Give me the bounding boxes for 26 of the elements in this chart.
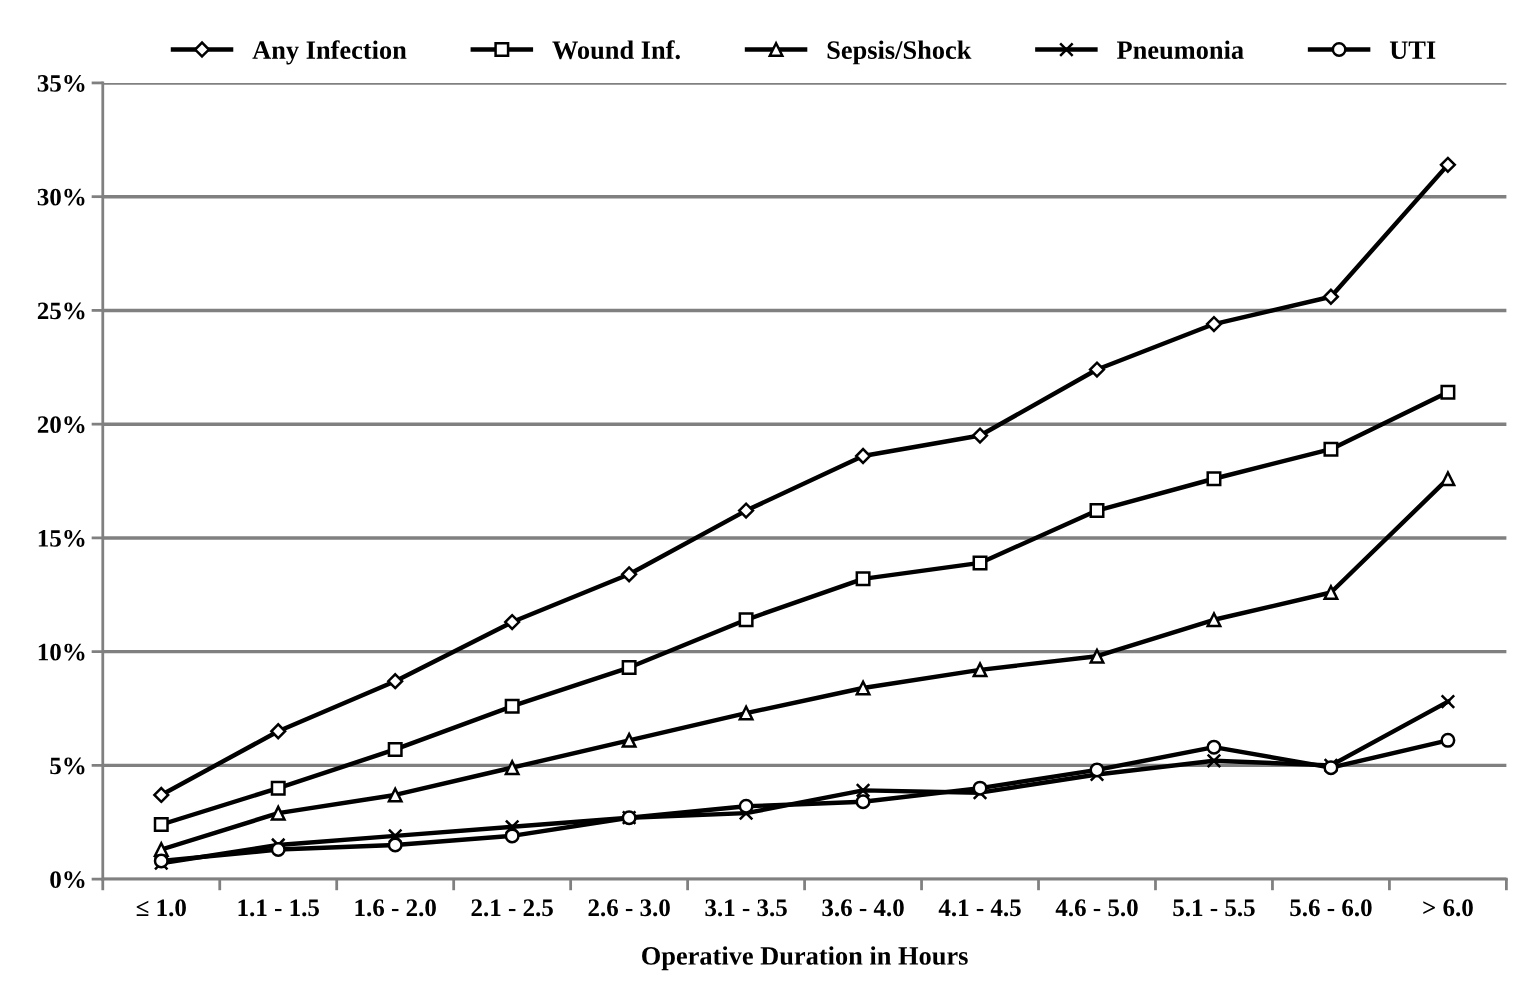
y-tick-label: 20% [37, 416, 85, 434]
y-tick-label: 15% [38, 529, 85, 547]
x-tick-label: 4.6 - 5.0 [1055, 899, 1138, 917]
x-tick-label: 3.6 - 4.0 [822, 899, 904, 917]
x-tick-label: ≤ 1.0 [136, 899, 186, 917]
y-tick-label: 0% [50, 871, 85, 889]
x-tick-label: 2.1 - 2.5 [471, 899, 553, 917]
legend-label: Pneumonia [1116, 40, 1244, 60]
x-tick-label: > 6.0 [1423, 899, 1473, 917]
legend-label: Sepsis/Shock [827, 40, 972, 65]
y-tick-label: 35% [37, 74, 85, 92]
legend-label: UTI [1389, 41, 1436, 59]
x-tick-label: 4.1 - 4.5 [938, 899, 1021, 917]
y-tick-label: 30% [37, 188, 85, 206]
x-tick-label: 1.1 - 1.5 [238, 899, 319, 917]
y-tick-label: 25% [37, 302, 85, 320]
legend-label: Wound Inf. [552, 40, 680, 60]
x-tick-label: 1.6 - 2.0 [355, 899, 436, 917]
y-tick-label: 10% [38, 643, 85, 661]
legend-label: Any Infection [252, 40, 407, 65]
x-axis-title: Operative Duration in Hours [642, 946, 968, 971]
x-tick-label: 3.1 - 3.5 [705, 899, 787, 917]
y-tick-label: 5% [50, 757, 85, 775]
x-tick-label: 2.6 - 3.0 [588, 899, 670, 917]
x-tick-label: 5.1 - 5.5 [1173, 899, 1255, 917]
x-tick-label: 5.6 - 6.0 [1290, 899, 1372, 917]
